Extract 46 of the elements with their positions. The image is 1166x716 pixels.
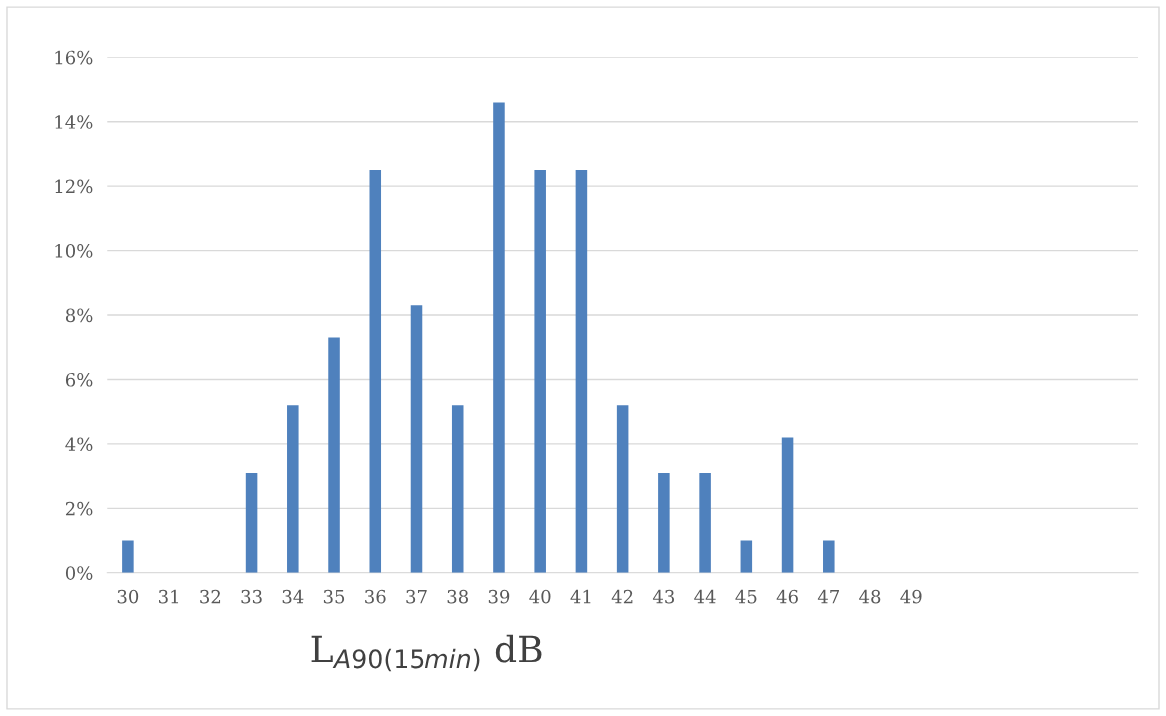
x-tick-label: 47 [817, 589, 839, 604]
bar [575, 170, 588, 573]
y-tick-label: 12% [55, 179, 93, 194]
x-tick-label: 35 [323, 589, 345, 604]
bar [658, 472, 670, 573]
bar [245, 472, 258, 573]
y-tick-label: 16% [55, 50, 93, 65]
x-axis-title: L$_{A90(15min)}$ dB [311, 634, 542, 672]
x-tick-label: 30 [117, 589, 139, 604]
y-tick-label: 2% [65, 501, 93, 516]
x-tick-label: 46 [776, 589, 798, 604]
x-tick-label: 33 [241, 589, 262, 604]
y-tick-label: 6% [65, 372, 93, 387]
x-tick-label: 42 [611, 589, 633, 604]
x-tick-label: 45 [735, 589, 757, 604]
bar [616, 405, 629, 573]
x-tick-label: 37 [406, 589, 427, 604]
bar [699, 472, 711, 573]
bar [451, 405, 464, 573]
bar [369, 170, 382, 573]
bar [823, 540, 835, 573]
bar [781, 437, 794, 573]
bar [328, 337, 340, 573]
bar [410, 305, 423, 573]
x-tick-label: 48 [859, 589, 881, 604]
y-tick-label: 4% [65, 437, 93, 452]
y-tick-label: 0% [65, 566, 93, 580]
x-tick-label: 36 [365, 589, 386, 604]
y-tick-label: 14% [55, 115, 93, 129]
x-tick-label: 38 [447, 589, 468, 604]
x-tick-label: 32 [200, 589, 221, 604]
y-tick-label: 10% [55, 244, 93, 258]
x-tick-label: 31 [159, 589, 179, 604]
x-tick-label: 41 [570, 589, 591, 604]
x-tick-label: 49 [900, 589, 922, 604]
y-tick-label: 8% [65, 308, 93, 323]
x-tick-label: 34 [282, 589, 304, 604]
bar [493, 102, 505, 573]
x-tick-label: 43 [652, 589, 675, 604]
x-tick-label: 39 [488, 589, 510, 604]
x-tick-label: 40 [529, 589, 551, 604]
bar [287, 405, 299, 573]
bar [740, 540, 753, 573]
bar [534, 170, 546, 573]
bar [122, 540, 134, 573]
x-tick-label: 44 [694, 589, 716, 604]
